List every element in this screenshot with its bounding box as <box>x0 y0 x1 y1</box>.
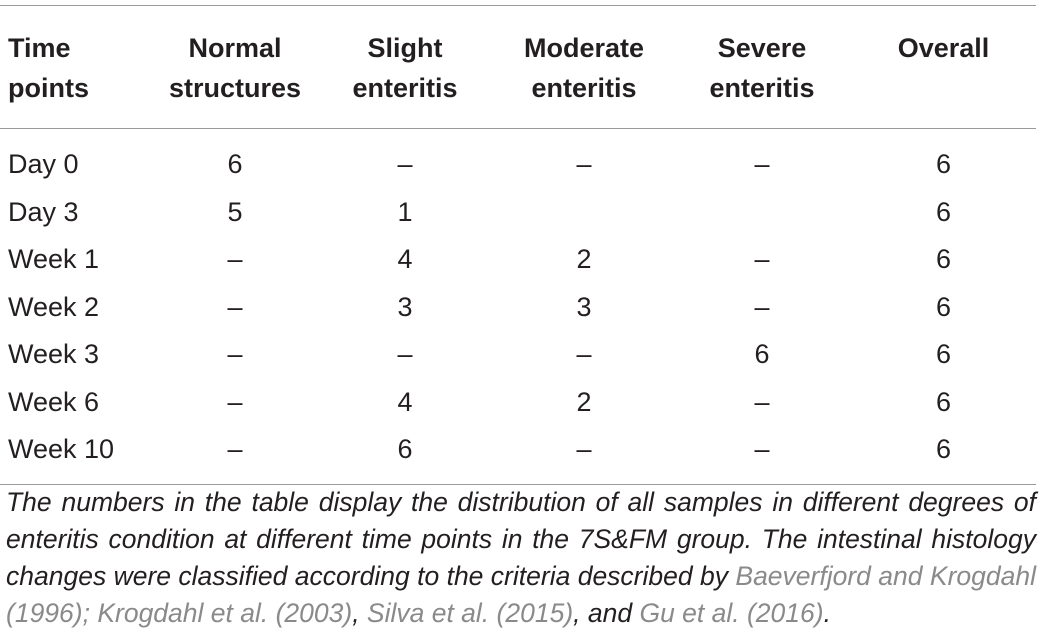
table-cell: – <box>227 434 243 464</box>
citation-link[interactable]: Baeverfjord and Krogdahl (1996); Krogdah… <box>6 561 1036 628</box>
table-cell: 6 <box>935 434 952 464</box>
table-cell: – <box>397 149 413 179</box>
column-header-line: structures <box>168 73 302 103</box>
enteritis-distribution-table: Day 0 6 – – – 6 Day 3 5 1 6 Week 1 – 4 2 – 6 Week 2 – 3 3 – 6… <box>0 129 1036 484</box>
table-cell: – <box>754 386 770 417</box>
table-cell: 6 <box>227 149 243 179</box>
row-label: Week 3 <box>8 339 100 369</box>
row-label: Week 2 <box>8 291 100 322</box>
table-row: Week 2 – 3 3 – 6 <box>0 284 1036 332</box>
column-header-line: enteritis <box>709 73 815 103</box>
table-cell: 1 <box>397 196 413 227</box>
table-caption: The numbers in the table display the dis… <box>6 484 1036 632</box>
table-cell: – <box>227 244 243 274</box>
table-cell: – <box>754 291 770 322</box>
row-label: Day 3 <box>8 196 79 227</box>
table-row: Week 1 – 4 2 – 6 <box>0 236 1036 284</box>
column-header-line: Overall <box>897 33 990 63</box>
table-cell: – <box>227 291 243 322</box>
table-cell: – <box>227 339 243 369</box>
caption-separator: , and <box>573 598 640 628</box>
citation-link[interactable]: Gu et al. (2016) <box>639 598 824 628</box>
column-header-line: Normal <box>188 33 282 63</box>
column-header: Overall <box>851 6 1036 128</box>
column-header: Moderate enteritis <box>495 6 673 128</box>
table-row: Week 10 – 6 – – 6 <box>0 426 1036 484</box>
column-header-line: Moderate <box>523 33 645 63</box>
header-row: Time points Normal structures Slight enteriti… <box>0 6 1036 128</box>
caption-end: . <box>823 598 831 628</box>
table-cell: – <box>576 339 592 369</box>
table-cell: 6 <box>935 291 952 322</box>
table-bottom-rule <box>0 483 1036 485</box>
row-label: Week 1 <box>8 244 100 274</box>
table-body: Day 0 6 – – – 6 Day 3 5 1 6 Week 1 – 4 2 – 6 Week 2 – 3 3 – 6… <box>0 129 1036 484</box>
column-header-line: Severe <box>717 33 807 63</box>
table-cell: 6 <box>935 386 952 417</box>
table-container: Time points Normal structures Slight enteriti… <box>0 5 1036 485</box>
table-cell: 4 <box>397 386 413 417</box>
table-cell: 6 <box>754 339 770 369</box>
table-cell: 6 <box>397 434 413 464</box>
table-cell: 3 <box>576 291 592 322</box>
table-cell: 3 <box>397 291 413 322</box>
row-label: Week 6 <box>8 386 100 417</box>
table-cell: – <box>397 339 413 369</box>
table-row: Day 3 5 1 6 <box>0 189 1036 237</box>
column-header-line: enteritis <box>531 73 637 103</box>
table-cell: 6 <box>935 196 952 227</box>
header-bottom-rule <box>0 128 1036 129</box>
table-cell: – <box>754 244 770 274</box>
table-cell: – <box>754 434 770 464</box>
table-cell <box>495 189 673 237</box>
table-cell: – <box>754 149 770 179</box>
column-header-line: Slight <box>367 33 443 63</box>
table-row: Week 6 – 4 2 – 6 <box>0 379 1036 427</box>
column-header: Severe enteritis <box>673 6 851 128</box>
caption-text: The numbers in the table display the dis… <box>6 487 1036 591</box>
column-header-line: points <box>8 73 89 103</box>
table-header-block: Time points Normal structures Slight enteriti… <box>0 6 1036 128</box>
caption-separator: , <box>352 598 367 628</box>
table-cell: 2 <box>576 386 592 417</box>
table-row: Day 0 6 – – – 6 <box>0 129 1036 189</box>
column-header: Slight enteritis <box>315 6 495 128</box>
table-row: Week 3 – – – 6 6 <box>0 331 1036 379</box>
table-cell: 4 <box>397 244 413 274</box>
column-header: Normal structures <box>155 6 315 128</box>
table-cell <box>673 189 851 237</box>
citation-link[interactable]: Silva et al. (2015) <box>366 598 574 628</box>
table-top-rule <box>0 5 1036 6</box>
row-label: Week 10 <box>8 434 115 464</box>
row-label: Day 0 <box>8 149 79 179</box>
table-cell: 5 <box>227 196 243 227</box>
table-cell: 6 <box>935 339 952 369</box>
column-header: Time points <box>0 6 155 128</box>
table-header: Time points Normal structures Slight enteriti… <box>0 6 1036 128</box>
table-cell: 6 <box>935 244 952 274</box>
table-cell: – <box>576 149 592 179</box>
table-cell: 2 <box>576 244 592 274</box>
table-cell: – <box>227 386 243 417</box>
column-header-line: Time <box>8 33 71 63</box>
table-cell: 6 <box>935 149 952 179</box>
column-header-line: enteritis <box>352 73 458 103</box>
table-cell: – <box>576 434 592 464</box>
